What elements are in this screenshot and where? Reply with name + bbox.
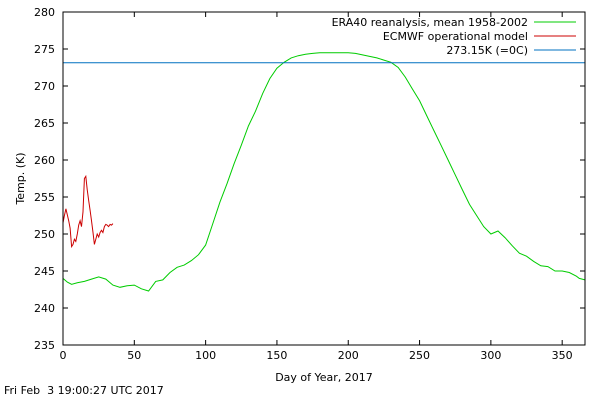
y-tick-label: 275 (34, 43, 55, 56)
y-tick-label: 265 (34, 117, 55, 130)
x-tick-label: 150 (266, 349, 287, 362)
y-tick-label: 270 (34, 80, 55, 93)
legend-label-3: 273.15K (=0C) (446, 44, 528, 57)
footer-timestamp: Fri Feb 3 19:00:27 UTC 2017 (4, 384, 164, 397)
y-tick-label: 260 (34, 154, 55, 167)
x-tick-label: 350 (552, 349, 573, 362)
x-tick-label: 100 (195, 349, 216, 362)
y-tick-label: 235 (34, 339, 55, 352)
y-tick-label: 240 (34, 302, 55, 315)
y-tick-label: 280 (34, 6, 55, 19)
legend-label-1: ERA40 reanalysis, mean 1958-2002 (332, 16, 528, 29)
x-tick-label: 300 (480, 349, 501, 362)
y-tick-label: 245 (34, 265, 55, 278)
x-tick-label: 0 (60, 349, 67, 362)
y-tick-label: 250 (34, 228, 55, 241)
axes-layer: 0 50 100 150 200 250 300 350 235 240 245 250 255 260 2… (34, 6, 585, 362)
legend-label-2: ECMWF operational model (383, 30, 528, 43)
y-axis-label: Temp. (K) (14, 152, 27, 205)
x-tick-label: 250 (409, 349, 430, 362)
y-tick-label: 255 (34, 191, 55, 204)
series-line-2 (62, 174, 114, 249)
series-line-1 (62, 52, 586, 292)
x-tick-label: 200 (338, 349, 359, 362)
series-layer (62, 52, 586, 292)
x-tick-label: 50 (127, 349, 141, 362)
plot-frame (62, 11, 586, 346)
x-axis-label: Day of Year, 2017 (275, 371, 373, 384)
